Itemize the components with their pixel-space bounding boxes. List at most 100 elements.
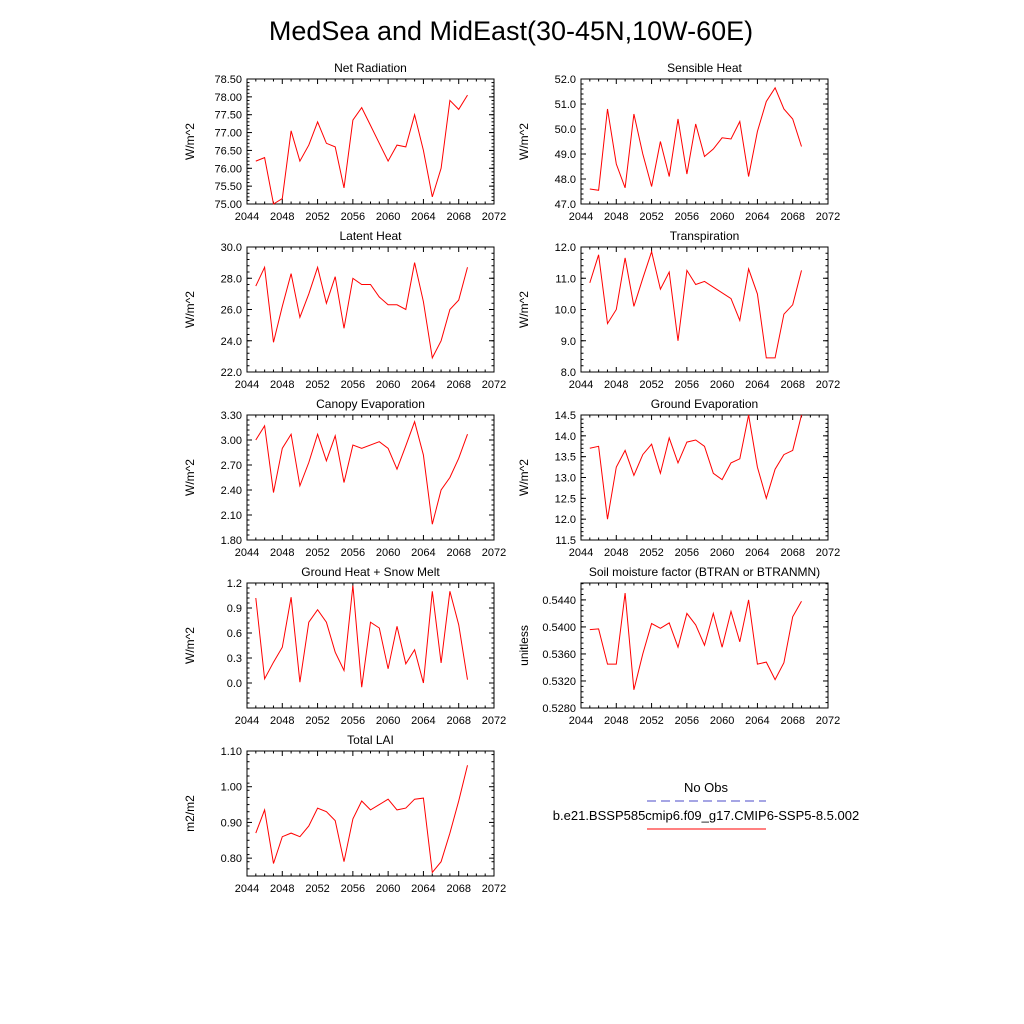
x-tick-label: 2060: [376, 211, 400, 223]
x-tick-label: 2056: [341, 211, 365, 223]
y-tick-label: 11.5: [555, 535, 576, 547]
x-tick-label: 2064: [745, 379, 769, 391]
series-line: [589, 414, 802, 520]
y-tick-label: 77.00: [214, 128, 242, 140]
x-tick-label: 2068: [446, 379, 470, 391]
x-tick-label: 2060: [376, 379, 400, 391]
plot-frame: [580, 246, 829, 373]
x-tick-label: 2052: [639, 715, 663, 727]
y-tick-label: 2.10: [221, 510, 242, 522]
y-tick-label: 0.5360: [542, 649, 576, 661]
x-tick-label: 2072: [816, 547, 840, 559]
x-tick-label: 2056: [341, 379, 365, 391]
x-tick-label: 2048: [604, 715, 628, 727]
x-tick-label: 2044: [235, 883, 259, 895]
y-tick-label: 9.0: [561, 336, 576, 348]
x-tick-label: 2048: [604, 379, 628, 391]
y-tick-label: 24.0: [221, 336, 242, 348]
x-tick-label: 2044: [569, 211, 593, 223]
x-tick-label: 2060: [710, 547, 734, 559]
panel-title: Latent Heat: [339, 229, 402, 243]
x-tick-label: 2068: [780, 715, 804, 727]
panels: Net Radiation W/m^2 2044 2048 2052 2056 2060 20…: [183, 61, 840, 895]
plot-frame: [580, 414, 829, 541]
y-tick-label: 1.00: [221, 782, 242, 794]
y-tick-label: 3.00: [221, 435, 242, 447]
y-tick-label: 50.0: [555, 124, 576, 136]
x-tick-label: 2060: [710, 715, 734, 727]
x-tick-label: 2044: [235, 379, 259, 391]
y-axis-label: W/m^2: [517, 459, 531, 496]
x-tick-label: 2064: [411, 211, 435, 223]
x-tick-label: 2056: [341, 715, 365, 727]
x-tick-label: 2068: [446, 883, 470, 895]
x-tick-label: 2060: [376, 547, 400, 559]
x-tick-label: 2044: [235, 715, 259, 727]
legend: No Obs b.e21.BSSP585cmip6.f09_g17.CMIP6-…: [553, 780, 859, 830]
x-tick-label: 2064: [745, 715, 769, 727]
panel-4: Canopy Evaporation W/m^2 2044 2048 2052 2056 2…: [183, 397, 506, 559]
x-tick-label: 2052: [639, 211, 663, 223]
x-tick-label: 2048: [270, 547, 294, 559]
panel-title: Ground Evaporation: [651, 397, 758, 411]
y-tick-label: 26.0: [221, 305, 242, 317]
y-tick-label: 78.00: [214, 92, 242, 104]
x-tick-label: 2072: [482, 883, 506, 895]
x-tick-label: 2056: [675, 379, 699, 391]
x-tick-label: 2048: [270, 211, 294, 223]
x-tick-label: 2072: [482, 715, 506, 727]
legend-obs-label: No Obs: [684, 780, 729, 795]
x-tick-label: 2052: [305, 883, 329, 895]
y-tick-label: 14.0: [555, 431, 576, 443]
y-axis-label: W/m^2: [517, 123, 531, 160]
x-tick-label: 2072: [482, 547, 506, 559]
x-tick-label: 2056: [341, 883, 365, 895]
panel-7: Soil moisture factor (BTRAN or BTRANMN) u…: [517, 565, 840, 727]
x-tick-label: 2052: [305, 211, 329, 223]
x-tick-label: 2060: [376, 883, 400, 895]
x-tick-label: 2060: [710, 211, 734, 223]
y-tick-label: 0.9: [227, 603, 242, 615]
x-tick-label: 2064: [411, 379, 435, 391]
panel-8: Total LAI m2/m2 2044 2048 2052 2056 2060 2064 20…: [183, 733, 506, 895]
y-tick-label: 75.00: [214, 199, 242, 211]
x-tick-label: 2044: [235, 547, 259, 559]
panel-title: Net Radiation: [334, 61, 407, 75]
x-tick-label: 2068: [780, 547, 804, 559]
y-tick-label: 0.90: [221, 817, 242, 829]
y-tick-label: 2.40: [221, 485, 242, 497]
y-tick-label: 14.5: [555, 410, 576, 422]
y-tick-label: 8.0: [561, 367, 576, 379]
y-tick-label: 1.10: [221, 746, 242, 758]
y-tick-label: 1.2: [227, 578, 242, 590]
x-tick-label: 2068: [446, 211, 470, 223]
x-tick-label: 2048: [270, 883, 294, 895]
y-axis-label: m2/m2: [183, 795, 197, 832]
x-tick-label: 2068: [780, 379, 804, 391]
x-tick-label: 2064: [411, 547, 435, 559]
y-tick-label: 3.30: [221, 410, 242, 422]
x-tick-label: 2056: [341, 547, 365, 559]
panel-title: Transpiration: [670, 229, 740, 243]
x-tick-label: 2044: [569, 715, 593, 727]
y-tick-label: 0.6: [227, 628, 242, 640]
y-tick-label: 12.5: [555, 493, 576, 505]
x-tick-label: 2072: [816, 211, 840, 223]
y-tick-label: 52.0: [555, 74, 576, 86]
x-tick-label: 2048: [270, 715, 294, 727]
y-tick-label: 0.0: [227, 678, 242, 690]
y-tick-label: 12.0: [555, 242, 576, 254]
y-axis-label: W/m^2: [183, 291, 197, 328]
x-tick-label: 2052: [305, 379, 329, 391]
y-tick-label: 1.80: [221, 535, 242, 547]
plot-frame: [246, 750, 495, 877]
y-tick-label: 48.0: [555, 174, 576, 186]
x-tick-label: 2072: [482, 211, 506, 223]
legend-model-label: b.e21.BSSP585cmip6.f09_g17.CMIP6-SSP5-8.…: [553, 808, 859, 823]
y-tick-label: 13.0: [555, 473, 576, 485]
x-tick-label: 2056: [675, 547, 699, 559]
panel-title: Ground Heat + Snow Melt: [301, 565, 440, 579]
panel-title: Total LAI: [347, 733, 394, 747]
y-tick-label: 28.0: [221, 273, 242, 285]
